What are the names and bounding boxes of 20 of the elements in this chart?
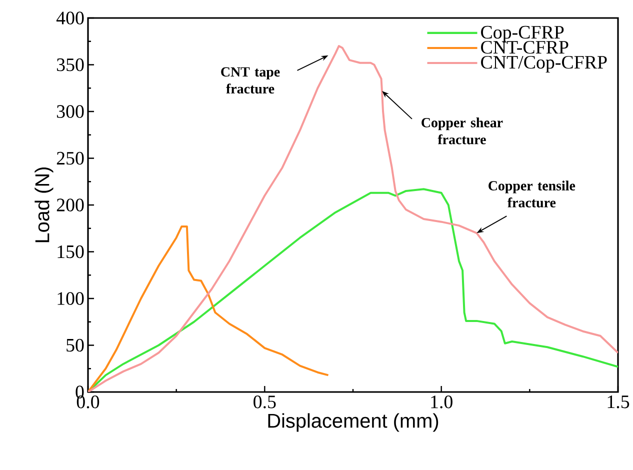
x-tick-label: 1.0: [431, 396, 452, 408]
y-tick-label: 100: [58, 292, 84, 305]
y-tick-label: 150: [58, 245, 84, 258]
x-axis-title: Displacement (mm): [268, 413, 438, 432]
legend-label: Cop-CFRP: [481, 26, 564, 42]
annotation: Copper tensile fracture: [488, 180, 576, 208]
legend-label: CNT/Cop-CFRP: [481, 56, 607, 73]
y-tick-label: 300: [56, 105, 84, 118]
y-tick-label: 250: [56, 152, 84, 165]
y-axis-title: Load (N): [34, 168, 54, 242]
y-tick-label: 200: [56, 198, 84, 212]
x-tick-label: 1.5: [608, 396, 630, 408]
x-tick-label: 0.5: [254, 396, 276, 408]
y-tick-label: 400: [56, 12, 84, 24]
y-tick-label: 50: [66, 338, 84, 352]
annotation: Copper shear fracture: [422, 118, 503, 144]
y-tick-label: 350: [56, 58, 84, 72]
line-series: [88, 226, 330, 392]
annotation: CNT tape fracture: [221, 67, 280, 94]
legend-label: CNT-CFRP: [481, 40, 568, 54]
